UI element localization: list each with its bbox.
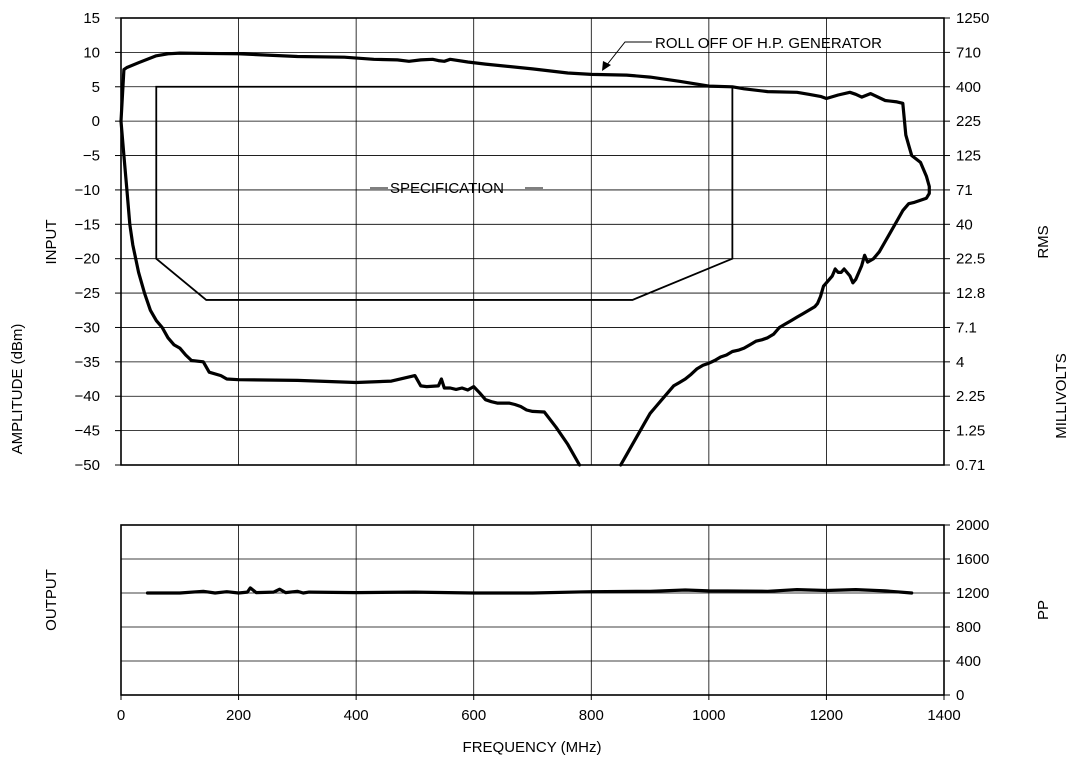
millivolts-tick-label: 710 xyxy=(956,44,981,61)
output-panel-curves xyxy=(145,586,914,595)
millivolts-tick-label: 0.71 xyxy=(956,457,985,474)
pp-tick-label: 1200 xyxy=(956,585,989,602)
frequency-tick-label: 0 xyxy=(117,707,125,724)
output-panel-frame xyxy=(120,524,945,696)
pp-label: PP xyxy=(1035,600,1052,620)
millivolts-tick-label: 400 xyxy=(956,79,981,96)
amplitude-tick-label: 0 xyxy=(92,113,100,130)
amplitude-tick-label: −40 xyxy=(75,388,100,405)
millivolts-tick-label: 4 xyxy=(956,354,964,371)
rms-label: RMS xyxy=(1035,225,1052,258)
millivolts-tick-label: 225 xyxy=(956,113,981,130)
amplitude-tick-label: −5 xyxy=(83,148,100,165)
output-panel-right-axis: 2000 1600 1200 800 400 0 xyxy=(944,517,989,704)
input-label: INPUT xyxy=(43,220,60,265)
input-panel-curves xyxy=(119,51,931,467)
millivolts-tick-label: 2.25 xyxy=(956,388,985,405)
amplitude-tick-label: −30 xyxy=(75,319,100,336)
pp-tick-label: 1600 xyxy=(956,551,989,568)
amplitude-tick-label: −35 xyxy=(75,354,100,371)
pp-tick-label: 2000 xyxy=(956,517,989,534)
input-panel-left-axis: 15 10 5 0 −5 −10 −15 −20 −25 −30 −35 −40 −45 −50 xyxy=(75,10,121,474)
amplitude-axis-label: AMPLITUDE (dBm) xyxy=(9,324,26,455)
millivolts-tick-label: 71 xyxy=(956,182,973,199)
input-panel-grid xyxy=(121,18,944,465)
amplitude-tick-label: −10 xyxy=(75,182,100,199)
frequency-tick-label: 1400 xyxy=(927,707,960,724)
pp-tick-label: 400 xyxy=(956,653,981,670)
rolloff-leader-line xyxy=(605,41,652,67)
frequency-tick-label: 200 xyxy=(226,707,251,724)
millivolts-label: MILLIVOLTS xyxy=(1053,353,1070,439)
amplitude-tick-label: 5 xyxy=(92,79,100,96)
amplitude-tick-label: −50 xyxy=(75,457,100,474)
frequency-tick-label: 400 xyxy=(344,707,369,724)
input-panel-right-axis: 1250 710 400 225 125 71 40 22.5 12.8 7.1 4 2.25 1.25… xyxy=(944,10,989,474)
frequency-tick-label: 1200 xyxy=(810,707,843,724)
frequency-axis-label: FREQUENCY (MHz) xyxy=(463,739,602,756)
amplitude-tick-label: −45 xyxy=(75,423,100,440)
upper-envelope-curve xyxy=(119,51,931,467)
specification-outline xyxy=(155,85,734,301)
frequency-tick-label: 1000 xyxy=(692,707,725,724)
millivolts-tick-label: 1.25 xyxy=(956,423,985,440)
amplitude-tick-label: −25 xyxy=(75,285,100,302)
pp-tick-label: 0 xyxy=(956,687,964,704)
frequency-tick-label: 600 xyxy=(461,707,486,724)
frequency-axis: 0 200 400 600 800 1000 1200 1400 xyxy=(117,695,961,724)
amplitude-tick-label: −15 xyxy=(75,216,100,233)
frequency-tick-label: 800 xyxy=(579,707,604,724)
amplitude-tick-label: 15 xyxy=(83,10,100,27)
output-label: OUTPUT xyxy=(43,569,60,631)
millivolts-tick-label: 22.5 xyxy=(956,251,985,268)
millivolts-tick-label: 7.1 xyxy=(956,319,977,336)
lower-envelope-curve xyxy=(119,119,582,467)
millivolts-tick-label: 1250 xyxy=(956,10,989,27)
rolloff-arrowhead xyxy=(602,61,611,71)
rolloff-annotation: ROLL OFF OF H.P. GENERATOR xyxy=(655,35,882,52)
amplitude-tick-label: −20 xyxy=(75,251,100,268)
pp-tick-label: 800 xyxy=(956,619,981,636)
amplitude-tick-label: 10 xyxy=(83,44,100,61)
output-level-curve xyxy=(145,586,914,595)
specification-annotation: SPECIFICATION xyxy=(390,180,504,197)
millivolts-tick-label: 40 xyxy=(956,216,973,233)
millivolts-tick-label: 12.8 xyxy=(956,285,985,302)
millivolts-tick-label: 125 xyxy=(956,148,981,165)
output-panel-grid xyxy=(121,525,944,695)
input-panel-frame xyxy=(120,17,945,466)
